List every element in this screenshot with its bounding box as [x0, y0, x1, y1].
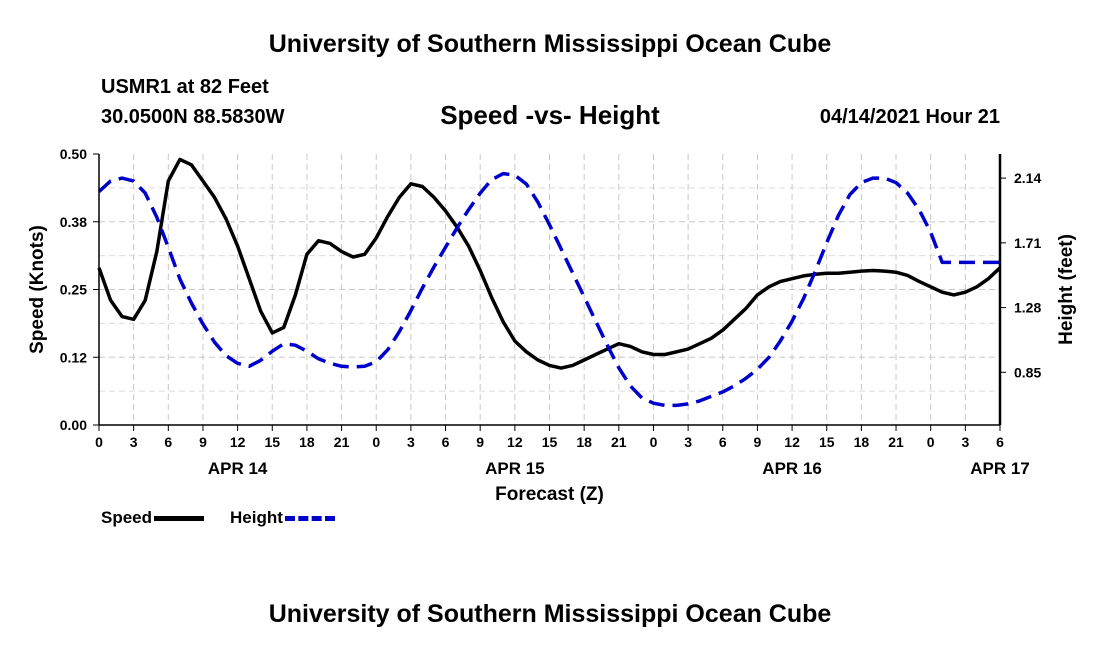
- date-label: APR 16: [762, 459, 822, 478]
- x-tick-label: 21: [888, 434, 904, 450]
- forecast-datestamp: 04/14/2021 Hour 21: [819, 106, 1000, 128]
- y-right-tick-label: 2.14: [1014, 170, 1041, 186]
- x-tick-label: 3: [407, 434, 415, 450]
- y-right-tick-label: 1.28: [1014, 300, 1041, 316]
- x-tick-label: 18: [854, 434, 870, 450]
- x-tick-label: 12: [784, 434, 800, 450]
- x-tick-label: 9: [199, 434, 207, 450]
- series-line-height: [97, 171, 1000, 408]
- chart-subtitle: Speed -vs- Height: [440, 100, 660, 130]
- x-tick-label: 9: [754, 434, 762, 450]
- x-tick-label: 18: [576, 434, 592, 450]
- y-axis-title: Speed (Knots): [27, 225, 48, 354]
- chart-series: [97, 157, 1002, 408]
- x-tick-label: 3: [684, 434, 692, 450]
- x-tick-label: 6: [719, 434, 727, 450]
- x-tick-label: 21: [611, 434, 627, 450]
- y-tick-label: 0.12: [60, 349, 87, 365]
- series-line-speed: [97, 157, 1002, 370]
- legend-height-swatch: [284, 516, 335, 522]
- x-tick-label: 12: [230, 434, 246, 450]
- y-tick-label: 0.00: [60, 417, 87, 433]
- chart-labels: 0 3 6 9 12 15 18 21 0 3 6 9 12 15 18 21 0 3 6 9 12 15 18 21 0 3 6 0…: [27, 146, 1077, 505]
- chart-axes: [93, 153, 1006, 431]
- chart-top-title: University of Southern Mississippi Ocean…: [268, 30, 832, 58]
- x-tick-label: 6: [996, 434, 1004, 450]
- legend-speed-label: Speed: [101, 508, 153, 527]
- y-right-tick-label: 1.71: [1014, 235, 1041, 251]
- x-tick-label: 3: [961, 434, 969, 450]
- date-label: APR 15: [485, 459, 545, 478]
- x-tick-label: 0: [927, 434, 935, 450]
- y-tick-label: 0.25: [60, 282, 87, 298]
- y-right-tick-label: 0.85: [1014, 364, 1041, 380]
- chart-grid: [99, 154, 1000, 425]
- x-tick-label: 9: [476, 434, 484, 450]
- x-tick-label: 6: [164, 434, 172, 450]
- x-tick-label: 12: [507, 434, 523, 450]
- x-tick-label: 15: [819, 434, 835, 450]
- date-label: APR 14: [208, 459, 268, 478]
- station-label: USMR1 at 82 Feet: [101, 76, 269, 98]
- legend-speed-swatch: [154, 516, 205, 522]
- x-tick-label: 3: [130, 434, 138, 450]
- date-label: APR 17: [970, 459, 1030, 478]
- x-tick-label: 6: [442, 434, 450, 450]
- y-tick-label: 0.50: [60, 146, 87, 162]
- x-tick-label: 0: [372, 434, 380, 450]
- legend-height: Height: [230, 508, 335, 528]
- coordinates-label: 30.0500N 88.5830W: [101, 106, 285, 128]
- legend-height-label: Height: [230, 508, 283, 527]
- x-tick-label: 0: [95, 434, 103, 450]
- chart-bottom-title: University of Southern Mississippi Ocean…: [268, 600, 832, 628]
- y-right-axis-title: Height (feet): [1056, 234, 1077, 345]
- legend-speed: Speed: [101, 508, 205, 528]
- y-tick-label: 0.38: [60, 214, 87, 230]
- x-tick-label: 15: [264, 434, 280, 450]
- x-tick-label: 21: [334, 434, 350, 450]
- x-tick-label: 0: [650, 434, 658, 450]
- x-tick-label: 15: [542, 434, 558, 450]
- x-tick-label: 18: [299, 434, 315, 450]
- x-axis-title: Forecast (Z): [495, 484, 604, 505]
